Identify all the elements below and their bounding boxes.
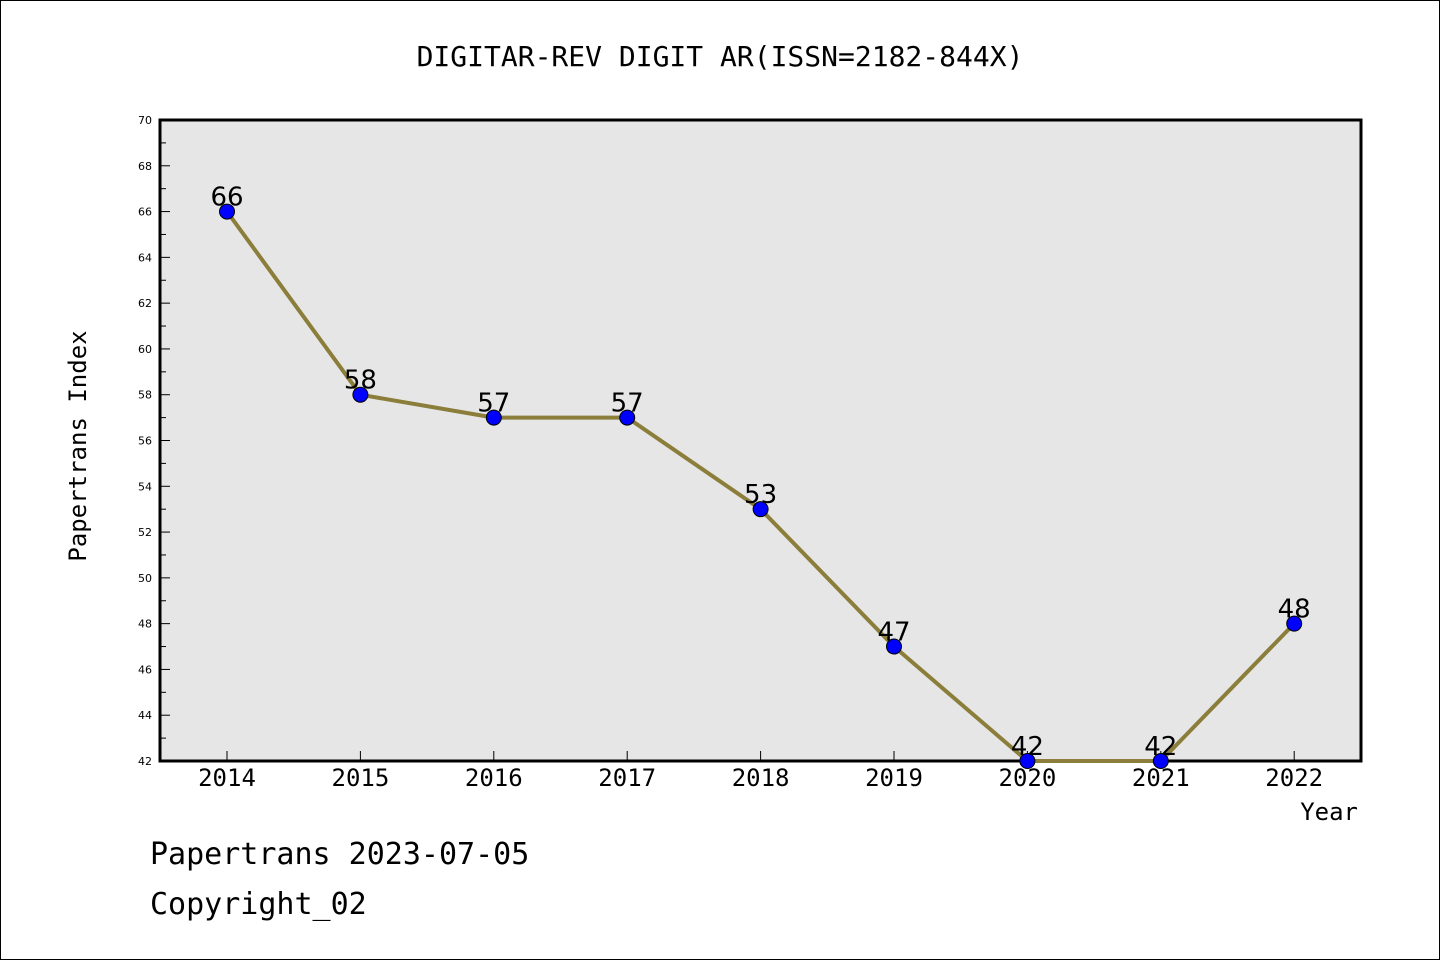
x-tick-label: 2019 — [865, 764, 923, 792]
data-point — [752, 501, 769, 518]
data-label: 47 — [877, 618, 910, 648]
x-tick-label: 2017 — [598, 764, 656, 792]
y-tick-label: 42 — [138, 755, 152, 768]
data-label: 57 — [477, 389, 510, 419]
data-label: 57 — [611, 389, 644, 419]
x-tick-label: 2022 — [1265, 764, 1323, 792]
chart-title: DIGITAR-REV DIGIT AR(ISSN=2182-844X) — [417, 40, 1024, 73]
data-label: 66 — [210, 183, 243, 213]
y-tick-label: 60 — [138, 343, 152, 356]
y-tick-label: 46 — [138, 663, 152, 676]
y-tick-label: 64 — [138, 251, 152, 264]
data-point — [1152, 753, 1169, 769]
y-tick-label: 58 — [138, 389, 152, 402]
data-point — [1019, 753, 1036, 769]
data-point — [1286, 615, 1303, 632]
y-tick-label: 56 — [138, 435, 152, 448]
y-tick-label: 50 — [138, 572, 152, 585]
series-layer: 66 58 57 57 53 47 42 42 48 — [210, 183, 1311, 769]
y-tick-label: 48 — [138, 618, 152, 631]
data-label: 58 — [344, 366, 377, 396]
y-tick-label: 52 — [138, 526, 152, 539]
x-tick-label: 2015 — [332, 764, 390, 792]
x-axis-ticks: 2014 2015 2016 2017 2018 2019 2020 2021 2022 — [198, 751, 1323, 792]
plot-area — [158, 118, 1363, 763]
data-point — [886, 638, 902, 655]
y-tick-label: 44 — [138, 709, 152, 722]
data-label: 48 — [1278, 595, 1311, 625]
y-tick-label: 66 — [138, 206, 152, 219]
data-point — [485, 409, 502, 426]
data-point — [619, 409, 636, 426]
x-tick-label: 2014 — [198, 764, 256, 792]
x-axis-label: Year — [1300, 798, 1358, 826]
x-tick-label: 2016 — [465, 764, 523, 792]
y-tick-label: 70 — [138, 114, 152, 127]
footer-copyright: Copyright_02 — [150, 887, 367, 922]
y-axis-ticks: 42 44 46 48 50 52 54 56 58 60 62 64 66 68 70 — [138, 114, 170, 768]
data-label: 53 — [744, 480, 777, 510]
data-point — [219, 203, 235, 220]
x-tick-label: 2018 — [732, 764, 790, 792]
data-point — [352, 386, 369, 403]
data-label: 42 — [1144, 732, 1177, 762]
data-label: 42 — [1011, 732, 1044, 762]
y-axis-label: Papertrans Index — [64, 330, 92, 561]
y-tick-label: 62 — [138, 297, 152, 310]
footer-date: Papertrans 2023-07-05 — [150, 837, 529, 872]
y-tick-label: 54 — [138, 480, 152, 493]
y-tick-label: 68 — [138, 160, 152, 173]
